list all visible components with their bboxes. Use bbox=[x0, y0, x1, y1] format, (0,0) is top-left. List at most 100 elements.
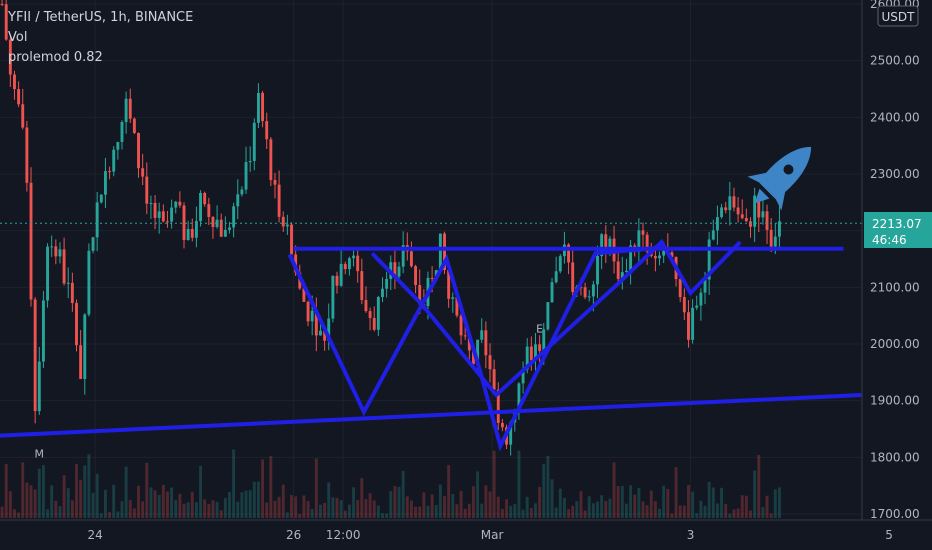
candle-body bbox=[682, 297, 686, 313]
candle-body bbox=[521, 369, 525, 384]
candle-body bbox=[285, 224, 289, 227]
volume-bar bbox=[91, 492, 95, 518]
volume-bar bbox=[488, 491, 492, 518]
volume-bar bbox=[41, 465, 45, 518]
volume-bar bbox=[248, 490, 252, 518]
candle-body bbox=[153, 202, 157, 218]
candle-body bbox=[472, 350, 475, 365]
candle-body bbox=[414, 266, 418, 286]
candle-body bbox=[327, 318, 331, 341]
volume-bar bbox=[331, 497, 335, 518]
volume-bar bbox=[567, 509, 571, 518]
candle-body bbox=[707, 239, 711, 280]
candle-body bbox=[492, 369, 496, 390]
volume-bar bbox=[17, 512, 21, 518]
volume-bar bbox=[25, 482, 29, 518]
price-tick-label: 2100.00 bbox=[870, 280, 920, 294]
volume-bar bbox=[273, 500, 277, 518]
candle-body bbox=[17, 89, 21, 105]
markers: ME bbox=[35, 323, 544, 461]
candle-body bbox=[715, 217, 719, 231]
candle-body bbox=[281, 216, 285, 227]
volume-bar bbox=[298, 513, 302, 518]
volume-bar bbox=[587, 496, 591, 518]
currency-badge[interactable] bbox=[877, 5, 919, 27]
volume-bar bbox=[773, 489, 777, 518]
candle-body bbox=[79, 345, 83, 379]
candle-body bbox=[161, 211, 165, 222]
legend-volume[interactable]: Vol bbox=[8, 30, 28, 45]
event-marker[interactable]: E bbox=[536, 323, 543, 336]
candle-body bbox=[265, 121, 269, 140]
candle-body bbox=[765, 211, 769, 230]
volume-bar bbox=[294, 496, 298, 518]
candle-body bbox=[670, 252, 674, 257]
volume-bar bbox=[608, 498, 612, 518]
candle-body bbox=[108, 171, 112, 173]
volume-bar bbox=[149, 487, 153, 518]
volume-bar bbox=[368, 493, 372, 518]
candle-body bbox=[418, 285, 422, 305]
candle-body bbox=[430, 277, 434, 279]
zigzag-left[interactable] bbox=[287, 245, 662, 452]
volume-bar bbox=[459, 490, 463, 518]
volume-bar bbox=[343, 510, 347, 518]
candle-body bbox=[190, 228, 194, 238]
time-tick-label: 12:00 bbox=[326, 528, 361, 542]
volume-bar bbox=[170, 487, 174, 518]
volume-bar bbox=[554, 507, 558, 518]
volume-bar bbox=[600, 495, 604, 518]
volume-bar bbox=[327, 482, 331, 518]
volume-bar bbox=[141, 501, 145, 518]
candle-body bbox=[538, 344, 542, 351]
volume-bar bbox=[596, 501, 599, 518]
volume-bar bbox=[687, 485, 690, 518]
volume-bar bbox=[728, 513, 732, 518]
volume-bar bbox=[58, 506, 62, 518]
volume-bar bbox=[0, 506, 4, 518]
volume-bar bbox=[8, 491, 12, 518]
candle-body bbox=[256, 92, 260, 123]
legend-indicator[interactable]: prolemod 0.82 bbox=[8, 50, 103, 65]
volume-bar bbox=[761, 507, 765, 518]
candle-body bbox=[608, 238, 612, 253]
candle-body bbox=[137, 132, 140, 169]
candle-body bbox=[91, 237, 95, 251]
candle-body bbox=[645, 234, 649, 252]
volume-bar bbox=[54, 500, 58, 518]
volume-bar bbox=[414, 506, 418, 518]
candle-body bbox=[124, 98, 128, 122]
volume-bar bbox=[112, 484, 116, 518]
candle-body bbox=[170, 207, 174, 222]
zigzag-right[interactable] bbox=[370, 238, 742, 398]
volume-bar bbox=[145, 462, 149, 518]
volume-bar bbox=[33, 489, 37, 518]
candle-body bbox=[409, 251, 413, 267]
candle-body bbox=[757, 195, 761, 218]
candle-body bbox=[596, 256, 599, 285]
candle-body bbox=[194, 221, 198, 238]
volume-bar bbox=[496, 496, 500, 518]
price-axis[interactable] bbox=[862, 0, 932, 520]
volume-bar bbox=[389, 491, 393, 518]
candle-body bbox=[438, 233, 442, 271]
volume-bar bbox=[182, 503, 186, 518]
candle-body bbox=[236, 194, 240, 207]
candle-body bbox=[600, 234, 604, 257]
candle-body bbox=[99, 194, 103, 203]
volume-bar bbox=[385, 513, 389, 518]
volume-bar bbox=[21, 462, 25, 518]
candle-body bbox=[141, 168, 145, 177]
volume-bar bbox=[695, 513, 699, 518]
volume-bar bbox=[281, 484, 285, 518]
time-axis[interactable] bbox=[0, 520, 932, 550]
volume-bar bbox=[616, 486, 620, 518]
event-marker[interactable]: M bbox=[35, 447, 45, 460]
price-axis-ticks: 2600.002500.002400.002300.002200.002100.… bbox=[870, 0, 920, 521]
candle-body bbox=[455, 297, 459, 316]
candle-body bbox=[149, 202, 153, 204]
volume-bar bbox=[339, 500, 343, 518]
legend-title[interactable]: YFII / TetherUS, 1h, BINANCE bbox=[8, 10, 194, 25]
